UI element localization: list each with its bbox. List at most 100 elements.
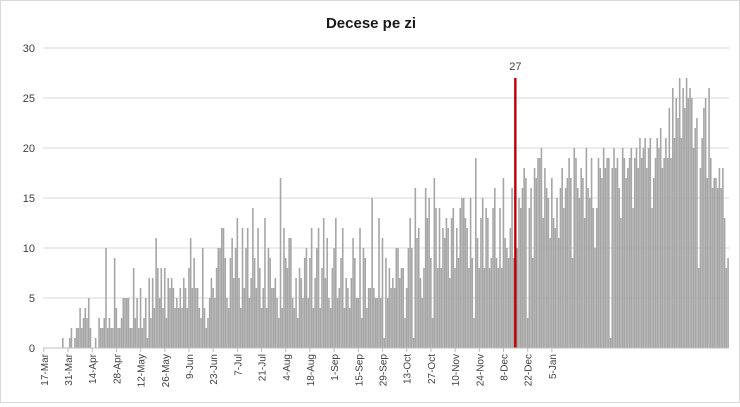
bar — [188, 268, 190, 348]
bar — [366, 308, 368, 348]
bar — [364, 258, 366, 348]
bar — [506, 248, 508, 348]
bar — [538, 158, 541, 348]
bar — [324, 278, 327, 348]
bar — [570, 178, 572, 348]
bar — [502, 178, 505, 348]
bar — [231, 238, 233, 348]
bar — [267, 248, 270, 348]
bar — [677, 118, 679, 348]
bar — [283, 228, 285, 348]
bar — [680, 138, 683, 348]
bar — [82, 318, 85, 348]
bar — [663, 158, 665, 348]
bar — [86, 318, 88, 348]
bar — [614, 168, 617, 348]
bar — [333, 248, 335, 348]
bar — [447, 228, 449, 348]
bar — [222, 228, 225, 348]
bar — [487, 218, 489, 348]
bar — [278, 318, 280, 348]
x-tick-label: 28-Apr — [112, 353, 123, 384]
bar — [243, 288, 246, 348]
bar — [666, 158, 669, 348]
bar — [613, 148, 615, 348]
x-tick-label: 5-Jan — [548, 354, 559, 379]
bar — [568, 158, 570, 348]
bar — [673, 138, 676, 348]
bar — [609, 338, 612, 348]
bar — [592, 208, 595, 348]
bar — [542, 218, 544, 348]
bar — [250, 278, 252, 348]
bar — [526, 318, 529, 348]
bar — [316, 248, 318, 348]
bar — [100, 328, 102, 348]
bar — [601, 178, 603, 348]
bar — [189, 238, 192, 348]
bar — [675, 98, 678, 348]
bar — [157, 268, 159, 348]
bar — [258, 268, 261, 348]
bar — [276, 298, 278, 348]
bar — [452, 208, 455, 348]
bar — [167, 278, 170, 348]
bar — [703, 108, 705, 348]
bar — [652, 178, 655, 348]
bar — [319, 308, 322, 348]
bar — [81, 328, 83, 348]
bar — [725, 268, 728, 348]
bar — [694, 128, 697, 348]
bar — [255, 288, 258, 348]
bar — [490, 258, 493, 348]
bar — [699, 168, 702, 348]
x-tick-label: 17-Mar — [40, 353, 51, 385]
bar — [513, 258, 515, 348]
y-tick-label: 25 — [23, 93, 35, 105]
bar — [265, 308, 268, 348]
x-tick-label: 18-Aug — [306, 354, 317, 386]
bar — [455, 228, 458, 348]
bar — [428, 198, 430, 348]
bar — [407, 248, 410, 348]
bar — [462, 198, 465, 348]
bar — [226, 298, 228, 348]
bar — [252, 208, 254, 348]
x-tick-label: 31-Mar — [64, 353, 75, 385]
bar — [723, 218, 726, 348]
bar — [205, 328, 208, 348]
bar — [359, 228, 361, 348]
bar — [668, 108, 671, 348]
bar — [549, 238, 551, 348]
bar — [103, 318, 106, 348]
bar — [651, 208, 653, 348]
bar — [701, 138, 703, 348]
bar — [108, 318, 111, 348]
bar — [150, 318, 152, 348]
bar — [120, 318, 123, 348]
bar — [696, 118, 698, 348]
bar — [201, 248, 204, 348]
bar — [713, 178, 716, 348]
bar — [257, 228, 259, 348]
bar — [336, 298, 339, 348]
bar — [618, 188, 621, 348]
bar — [483, 268, 486, 348]
bar — [212, 288, 214, 348]
bar — [649, 138, 652, 348]
bar — [229, 258, 232, 348]
bar — [421, 298, 424, 348]
bar — [556, 198, 558, 348]
bar — [245, 248, 247, 348]
bar — [379, 298, 382, 348]
bar — [94, 338, 97, 348]
bar — [582, 178, 584, 348]
bar — [511, 188, 513, 348]
bar — [286, 268, 289, 348]
bar — [454, 268, 456, 348]
bar — [500, 268, 503, 348]
bar — [68, 338, 71, 348]
bar — [321, 268, 323, 348]
bar — [239, 308, 242, 348]
bar — [383, 338, 385, 348]
